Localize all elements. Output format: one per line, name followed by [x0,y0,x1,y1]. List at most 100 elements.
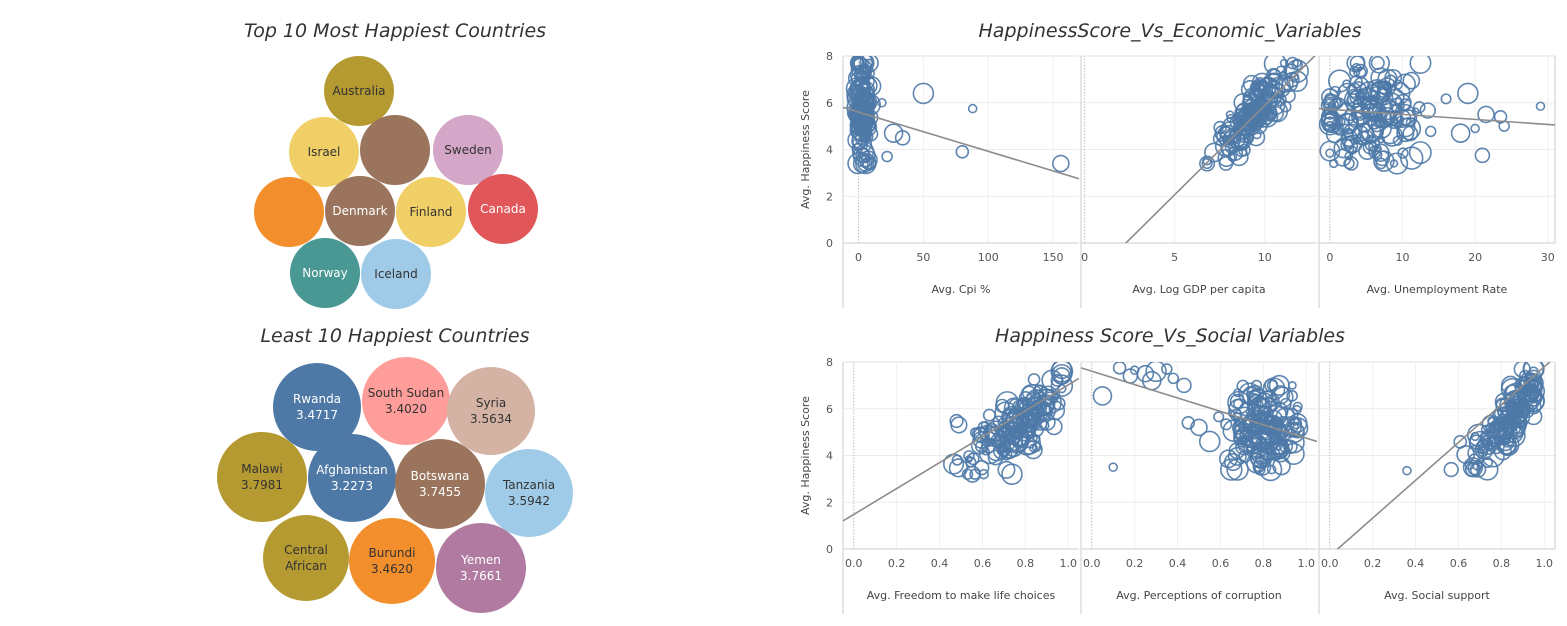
bubble-tanzania[interactable]: Tanzania 3.5942 [485,449,573,537]
bubble-label: Burundi [369,546,416,560]
bubble-label: Canada [480,202,526,216]
scatter-point [1247,101,1260,114]
scatter-point [1440,93,1452,105]
bubble-circle [263,515,349,601]
scatter-point [1050,374,1074,397]
bubble-israel[interactable]: Israel [289,117,359,187]
scatter-point [1464,460,1475,471]
bubble-value: 3.7455 [419,485,461,499]
bubble-afghanistan[interactable]: Afghanistan 3.2273 [308,434,396,522]
scatter-point [1502,423,1526,448]
x-tick-label: 10 [1396,251,1410,264]
scatter-point [1489,433,1504,448]
scatter-point [1167,372,1180,385]
scatter-point [1378,98,1400,121]
bubble-botswana[interactable]: Botswana 3.7455 [395,439,485,529]
scatter-point [1327,69,1352,93]
bubble-norway[interactable]: Norway [290,238,360,308]
bubble-circle [447,367,535,455]
scatter-point [1384,110,1404,130]
scatter-point [949,413,964,429]
scatter-point [1264,378,1279,393]
bubble-circle [289,117,359,187]
scatter-point [1340,138,1354,152]
bubble-australia[interactable]: Australia [324,56,394,126]
scatter-point [1269,401,1289,421]
scatter-point [1220,418,1233,431]
x-tick-label: 0.2 [1126,557,1144,570]
scatter-point [1443,461,1459,478]
bubble-label: Botswana [411,469,470,483]
bubble-unlabeled[interactable] [254,177,324,247]
scatter-point [1373,150,1395,172]
scatter-point [1524,384,1533,393]
bubble-south-sudan[interactable]: South Sudan 3.4020 [362,357,450,445]
scatter-point [997,460,1016,479]
scatter-points [1081,362,1317,482]
y-tick-label: 4 [826,144,833,157]
scatter-point [1320,110,1343,134]
scatter-point [1252,460,1265,473]
scatter-point [849,102,871,124]
bubble-burundi[interactable]: Burundi 3.4620 [349,518,435,604]
scatter-point [881,150,893,163]
x-tick-label: 0.0 [1321,557,1339,570]
scatter-point [950,416,968,434]
scatter-point [1523,362,1545,380]
bubble-circle [396,177,466,247]
scatter-point [1222,130,1242,149]
scatter-point [1348,66,1361,78]
scatter-point [974,459,990,476]
scatter-point [861,153,871,164]
scatter-point [1213,120,1227,135]
bubble-sweden[interactable]: Sweden [433,115,503,185]
scatter-point [1235,145,1248,158]
x-tick-label: 0.8 [1255,557,1273,570]
x-tick-label: 30 [1541,251,1555,264]
bubble-denmark[interactable]: Denmark [325,176,395,246]
scatter-point [1027,373,1041,386]
x-tick-label: 1.0 [1536,557,1554,570]
bubble-iceland[interactable]: Iceland [361,239,431,309]
bubble-canada[interactable]: Canada [468,174,538,244]
scatter-point [1375,87,1394,106]
scatter-point [1481,456,1494,469]
scatter-point [955,145,970,159]
bubble-malawi[interactable]: Malawi 3.7981 [217,432,307,522]
x-tick-label: 0.8 [1493,557,1511,570]
trend-line [843,377,1079,522]
x-tick-label: 20 [1468,251,1482,264]
scatter-point [1266,464,1277,475]
scatter-point [861,125,871,134]
bubble-circle [273,363,361,451]
scatter-point [1224,127,1242,146]
bubble-unlabeled[interactable] [360,115,430,185]
bubble-central-african[interactable]: Central African [263,515,349,601]
scatter-point [1227,446,1247,466]
scatter-point [1092,386,1113,406]
bubble-rwanda[interactable]: Rwanda 3.4717 [273,363,361,451]
scatter-point [1344,151,1354,161]
bubble-circle [433,115,503,185]
bubble-syria[interactable]: Syria 3.5634 [447,367,535,455]
x-tick-label: 0 [855,251,862,264]
bubble-yemen[interactable]: Yemen 3.7661 [436,523,526,613]
bubble-circle [324,56,394,126]
scatter-point [1242,74,1261,93]
bubble-label: Iceland [374,267,417,281]
scatter-point [1176,377,1192,394]
scatter-point [1282,442,1305,465]
scatter-point [982,408,996,422]
bubble-label: Syria [476,396,506,410]
scatter-panel-avg-social-support: 0.0 0.2 0.4 0.6 0.8 1.0 Avg. Social support [1318,361,1556,614]
x-axis-label: Avg. Perceptions of corruption [1116,589,1282,602]
bubble-finland[interactable]: Finland [396,177,466,247]
x-tick-label: 0.8 [1017,557,1035,570]
scatter-point [972,431,990,449]
scatter-point [1477,105,1495,124]
x-tick-label: 0.0 [1083,557,1101,570]
scatter-point [877,97,887,108]
bubble-circle [360,115,430,185]
bubble-circle [468,174,538,244]
least-happiest-bubble-chart: Rwanda 3.4717 South Sudan 3.4020 Syria 3.5634… [217,357,573,613]
